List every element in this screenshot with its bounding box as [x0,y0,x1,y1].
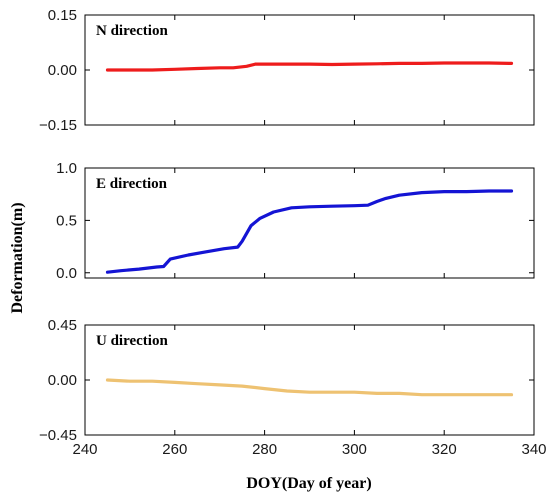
x-tick-label: 300 [342,441,367,458]
y-axis-label: Deformation(m) [9,202,26,313]
panel-frame [84,167,535,279]
series-line-2 [105,189,514,274]
panel-title: U direction [96,333,168,349]
y-tick-label: 1.0 [56,160,77,177]
x-tick-label: 280 [252,441,277,458]
x-tick-label: 320 [432,441,457,458]
panel-title: E direction [96,176,168,192]
y-tick-label: 0.00 [48,62,77,79]
chart-panels: 0.15 0.00 −0.15 N direction 1.0 0.5 0.0 E direc… [39,7,535,444]
x-tick-label: 260 [162,441,187,458]
panel-2: 1.0 0.5 0.0 E direction [56,160,535,282]
x-axis-tick-labels: 240 260 280 300 320 340 [72,441,546,458]
x-tick-label: 340 [521,441,546,458]
series-line-3 [105,378,514,397]
y-tick-label: 0.45 [48,317,77,334]
panel-1: 0.15 0.00 −0.15 N direction [39,7,535,134]
y-tick-label: 0.00 [48,372,77,389]
y-tick-label: −0.45 [39,427,77,444]
y-tick-label: 0.0 [56,265,77,282]
series-line-1 [105,61,514,72]
x-axis-label: DOY(Day of year) [246,475,371,492]
panel-3: 0.45 0.00 −0.45 U direction [39,317,535,444]
y-tick-label: 0.15 [48,7,77,24]
y-tick-label: −0.15 [39,117,77,134]
panel-title: N direction [96,23,168,39]
x-tick-label: 240 [72,441,97,458]
y-tick-label: 0.5 [56,212,77,229]
